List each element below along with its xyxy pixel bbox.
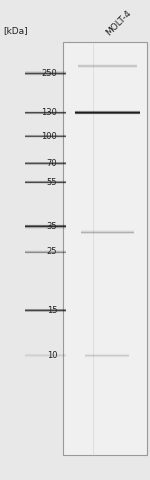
Text: 100: 100 [42,132,57,141]
Text: 250: 250 [42,69,57,78]
Text: 70: 70 [47,159,57,168]
Text: 25: 25 [47,248,57,256]
Text: MOLT-4: MOLT-4 [104,9,133,37]
Text: [kDa]: [kDa] [3,26,27,35]
Text: 35: 35 [47,222,57,231]
Text: 130: 130 [41,108,57,117]
Text: 15: 15 [47,306,57,315]
Bar [63,42,147,455]
Text: 55: 55 [47,178,57,187]
Text: 10: 10 [47,351,57,360]
